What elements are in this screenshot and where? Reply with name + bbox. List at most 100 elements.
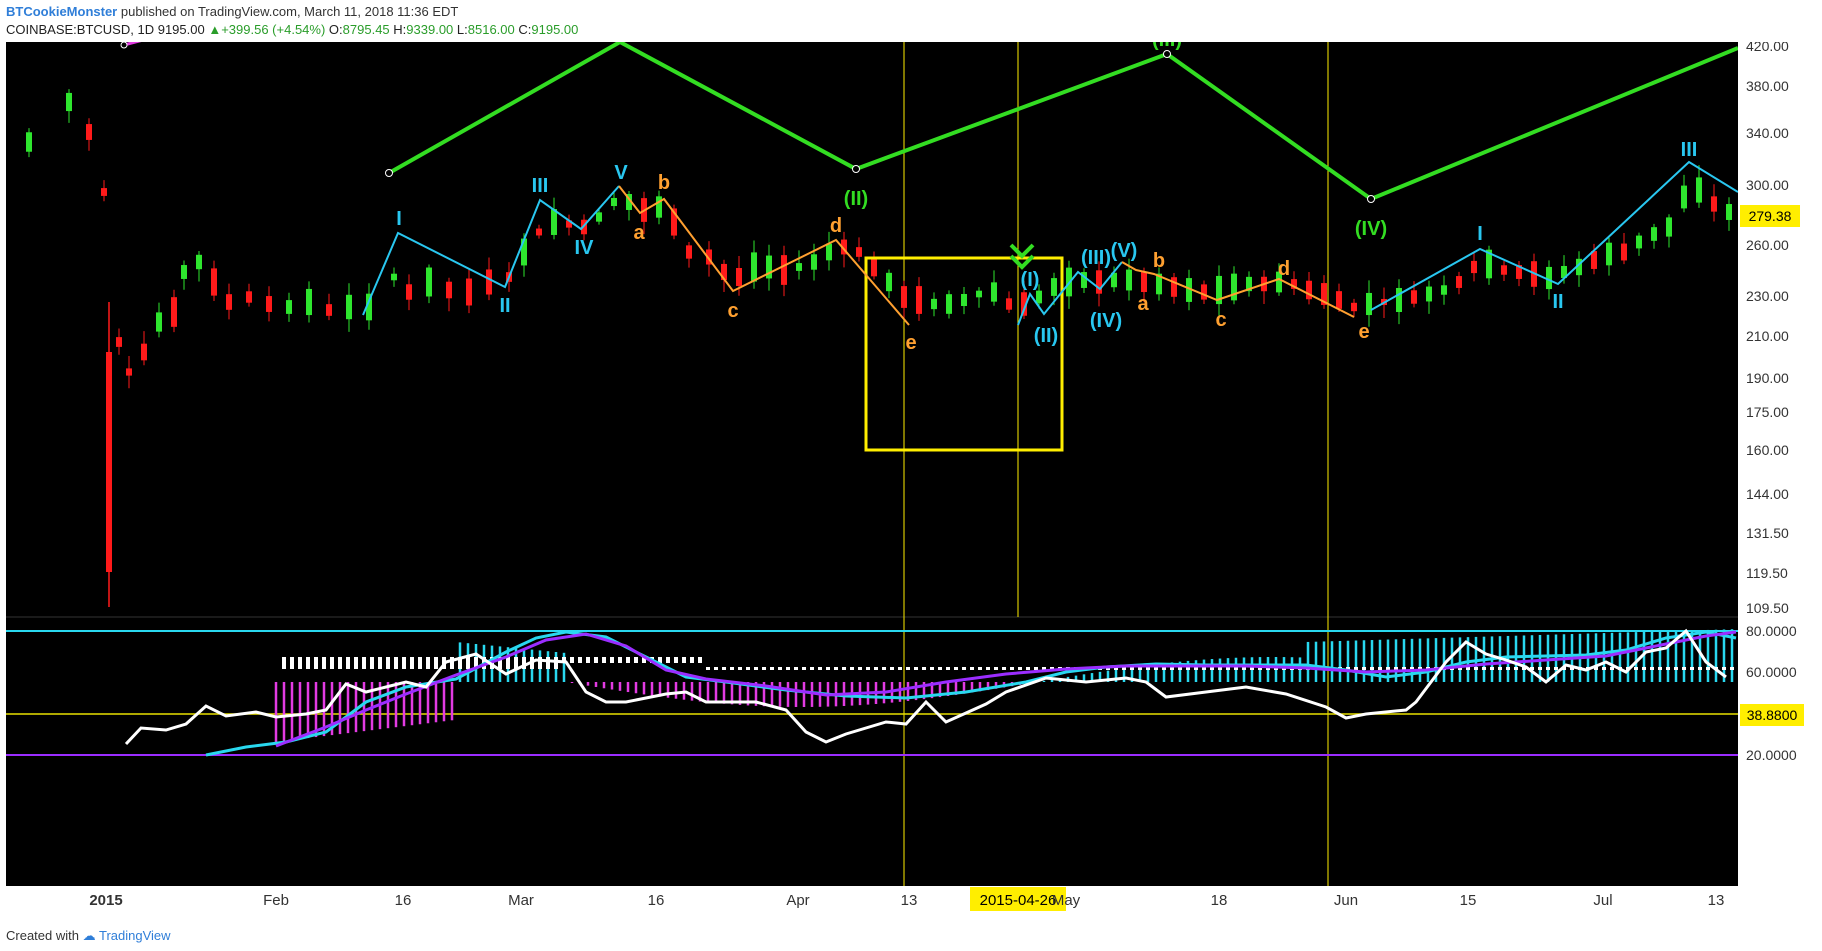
publish-info: BTCookieMonster published on TradingView… [6,4,458,19]
candle-body [211,268,217,296]
candle-body [406,284,412,300]
time-tick-label: Jul [1593,892,1612,909]
time-axis[interactable]: 2015 Feb 16 Mar 16 Apr 13 2015-04-26 May 18 Jun 15 J… [6,886,1738,916]
candle-body [286,300,292,314]
open-value: 8795.45 [342,22,390,37]
osc-signal-bar [578,657,582,663]
wave-label-minor-v: V [614,162,628,184]
osc-signal-bar [1130,667,1134,670]
wave-label-corr-a-2: a [1137,293,1149,315]
candle-body [781,255,787,285]
price-axis[interactable]: 420.00 380.00 340.00 300.00 260.00 230.00 210.… [1738,38,1822,886]
osc-signal-bar [770,667,774,670]
candle-body [116,337,122,347]
osc-signal-bar [298,657,302,669]
candle-body [1141,271,1147,293]
osc-signal-bar [1250,667,1254,670]
osc-signal-bar [586,657,590,663]
candle-body [991,282,997,302]
author-name[interactable]: BTCookieMonster [6,4,118,19]
osc-signal-bar [554,657,558,669]
candle-body [346,294,352,320]
osc-signal-bar [1482,667,1486,670]
osc-signal-bar [1218,667,1222,670]
chart-area[interactable]: (III) (II) (IV) I II III IV V (I) (II) (… [6,29,1739,886]
wave-label-corr-c: c [727,300,738,322]
osc-signal-bar [1490,667,1494,670]
publish-date: published on TradingView.com, March 11, … [120,4,459,19]
osc-signal-bar [570,657,574,663]
wave-label-corr-c-2: c [1215,309,1226,331]
wave-label-sub-iii: (III) [1081,247,1111,269]
candle-body [1021,292,1027,316]
candle-body [101,188,107,196]
time-tick-label: 16 [395,892,412,909]
candle-body [796,263,802,271]
osc-signal-bar [962,667,966,670]
candle-body [1546,266,1552,290]
wave-label-corr-b-2: b [1153,250,1165,272]
osc-level-label: 38.8800 [1747,707,1798,723]
osc-signal-bar [802,667,806,670]
time-tick-label: 13 [901,892,918,909]
osc-signal-bar [1514,667,1518,670]
osc-signal-bar [434,657,438,669]
high-label: H: [393,22,407,37]
candle-body [1606,242,1612,266]
candle-body [1426,286,1432,302]
wave-label-minor-iii: III [532,175,549,197]
magenta-trendline [123,32,167,47]
time-tick-label: 13 [1708,892,1725,909]
osc-signal-bar [1154,667,1158,670]
magenta-trendline-point [120,41,128,49]
candle-body [1411,290,1417,304]
last-price: 9195.00 [157,22,205,37]
minor-wave-line-1 [362,185,620,316]
osc-signal-bar [818,667,822,670]
price-tick-labels: 420.00 380.00 340.00 300.00 260.00 230.00 210.… [1746,38,1789,616]
osc-signal-bar [1730,667,1734,670]
candle-body [1711,196,1717,212]
osc-signal-bar [1466,667,1470,670]
osc-signal-bar [906,667,910,670]
candle-body [1336,291,1342,309]
osc-signal-bar [626,657,630,663]
wave-label-corr-e: e [905,332,916,354]
osc-signal-bar [458,657,462,669]
osc-signal-bar [938,667,942,670]
tradingview-link[interactable]: TradingView [99,928,171,943]
candle-body [196,254,202,270]
wave-label-minor-ii: II [499,295,510,317]
osc-signal-bar [1410,667,1414,670]
chart-canvas[interactable]: (III) (II) (IV) I II III IV V (I) (II) (… [6,29,1739,886]
candle-body [426,267,432,297]
osc-signal-bar [946,667,950,670]
osc-signal-bar [986,667,990,670]
osc-signal-bar [538,657,542,669]
candle-body [1561,265,1567,279]
osc-signal-bar [1178,667,1182,670]
current-price-label: 279.38 [1749,208,1792,224]
osc-signal-bar [1658,667,1662,670]
osc-signal-bar [970,667,974,670]
candle-body [976,290,982,298]
candle-body [1186,278,1192,302]
osc-signal-bar [322,657,326,669]
osc-signal-bar [1162,667,1166,670]
osc-signal-bar [1146,667,1150,670]
candle-body [1636,235,1642,249]
osc-signal-bar [1202,667,1206,670]
osc-signal-bar [1002,667,1006,670]
osc-signal-bar [1666,667,1670,670]
osc-signal-bar [1106,667,1110,670]
osc-signal-bar [1050,667,1054,670]
candle-body [931,298,937,310]
price-tick-label: 131.50 [1746,525,1789,541]
osc-signal-bar [1122,667,1126,670]
osc-signal-bar [1026,667,1030,670]
wave-label-primary-ii: (II) [844,188,868,210]
osc-signal-bar [1690,667,1694,670]
time-tick-label: Mar [508,892,534,909]
candle-body [751,252,757,282]
